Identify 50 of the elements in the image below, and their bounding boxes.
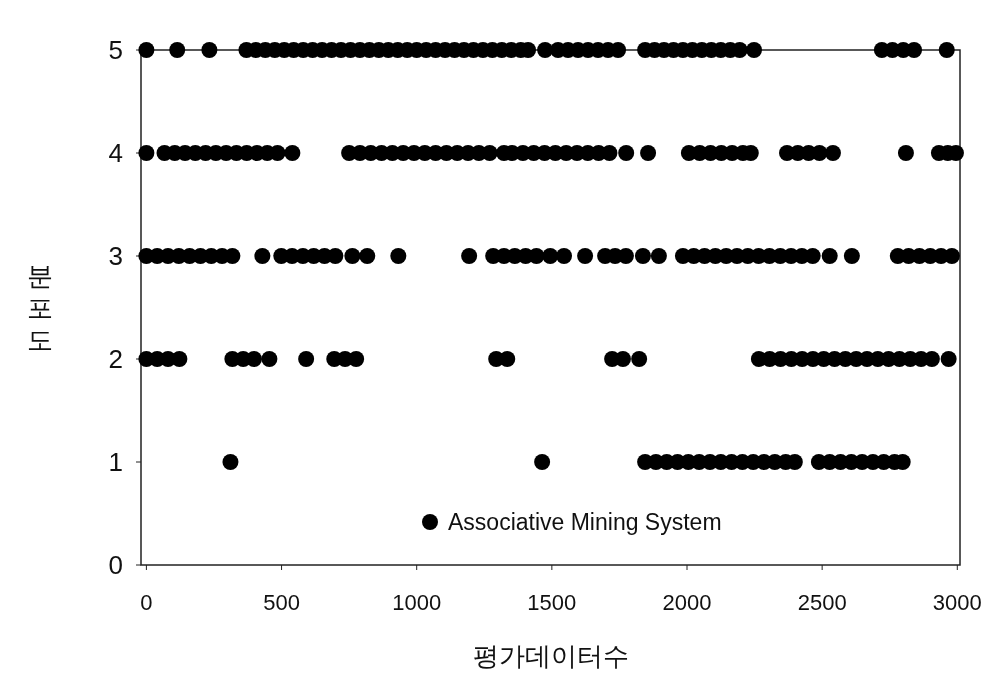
y-tick-label: 4 — [108, 138, 123, 168]
point — [298, 351, 315, 367]
point — [284, 145, 301, 161]
point — [618, 145, 635, 161]
x-tick-label: 1000 — [392, 590, 442, 615]
point — [169, 42, 186, 58]
point — [499, 351, 516, 367]
point — [824, 145, 841, 161]
point — [201, 42, 218, 58]
x-tick-label: 1500 — [527, 590, 577, 615]
point — [897, 145, 914, 161]
y-axis-title: 분포도 — [27, 260, 53, 355]
point — [348, 351, 365, 367]
point — [640, 145, 657, 161]
x-axis-title: 평가데이터수 — [472, 641, 629, 671]
point — [843, 248, 860, 264]
point — [138, 145, 155, 161]
x-tick-label: 2000 — [662, 590, 712, 615]
point — [650, 248, 667, 264]
y-tick-label: 3 — [108, 241, 123, 271]
point — [821, 248, 838, 264]
point — [390, 248, 407, 264]
point — [746, 42, 763, 58]
point — [461, 248, 478, 264]
point — [556, 248, 573, 264]
x-tick-label: 2500 — [797, 590, 847, 615]
point — [171, 351, 188, 367]
point — [537, 42, 554, 58]
point — [940, 351, 957, 367]
legend-label: Associative Mining System — [448, 509, 722, 535]
point — [577, 248, 594, 264]
point — [906, 42, 923, 58]
point — [534, 454, 551, 470]
x-tick-label: 0 — [140, 590, 153, 615]
point — [222, 454, 239, 470]
y-tick-label: 1 — [108, 447, 123, 477]
x-tick-label: 3000 — [932, 590, 982, 615]
point — [634, 248, 651, 264]
point — [542, 248, 559, 264]
x-tick-label: 500 — [263, 590, 300, 615]
point — [138, 42, 155, 58]
point — [261, 351, 278, 367]
point — [344, 248, 361, 264]
point — [359, 248, 376, 264]
point — [254, 248, 271, 264]
point — [631, 351, 648, 367]
y-tick-label: 5 — [108, 35, 123, 65]
y-tick-label: 2 — [108, 344, 123, 374]
y-tick-label: 0 — [108, 550, 123, 580]
point — [938, 42, 955, 58]
